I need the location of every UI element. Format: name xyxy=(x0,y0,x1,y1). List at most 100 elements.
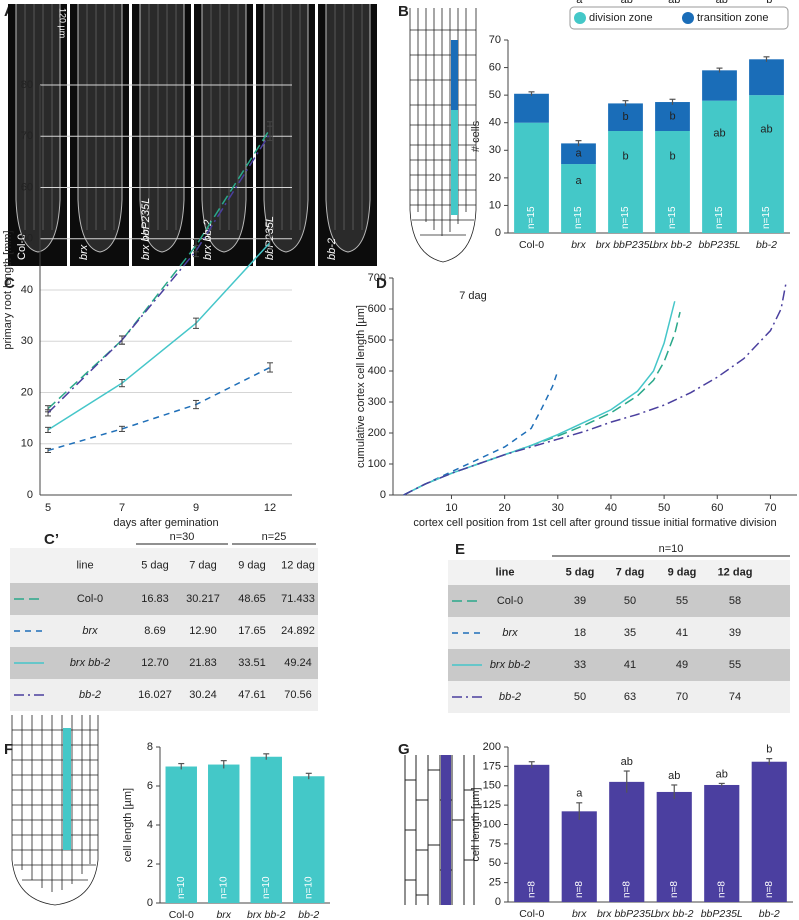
significance-letter: ab xyxy=(760,124,772,136)
series-line xyxy=(47,242,271,431)
y-tick-label: 50 xyxy=(489,89,501,101)
table-row xyxy=(10,679,318,711)
y-tick-label: 40 xyxy=(489,117,501,129)
root-outline xyxy=(201,4,247,253)
row-label: bb-2 xyxy=(79,689,101,701)
n-label: n=10 xyxy=(303,876,314,899)
n-label: n=8 xyxy=(669,881,680,898)
significance-letter: ab xyxy=(621,756,633,768)
legend-swatch xyxy=(682,12,694,24)
y-tick-label: 20 xyxy=(21,386,33,398)
n-label: n=15 xyxy=(620,206,631,229)
micrograph-label: Col-0 xyxy=(16,234,28,260)
column-header: 9 dag xyxy=(668,566,697,578)
y-tick-label: 0 xyxy=(147,897,153,909)
n-label: n=15 xyxy=(761,206,772,229)
bar xyxy=(250,756,282,903)
panel-label: B xyxy=(398,3,409,20)
y-tick-label: 10 xyxy=(489,199,501,211)
root-schematic xyxy=(11,715,99,906)
significance-letter: b xyxy=(766,0,772,6)
panel-label: D xyxy=(376,275,387,292)
y-axis-label: # cells xyxy=(470,120,482,152)
x-axis-label: cortex cell position from 1st cell after… xyxy=(413,517,776,529)
x-tick-label: 20 xyxy=(499,502,511,514)
x-tick-label: bb-2 xyxy=(759,908,780,920)
bar xyxy=(655,130,690,233)
series-line xyxy=(403,370,559,496)
significance-letter: ab xyxy=(716,768,728,780)
x-tick-label: 9 xyxy=(193,502,199,514)
y-tick-label: 60 xyxy=(489,61,501,73)
x-tick-label: Col-0 xyxy=(519,239,544,251)
series-line xyxy=(403,301,676,496)
y-tick-label: 2 xyxy=(147,858,153,870)
x-tick-label: brx bb-2 xyxy=(247,909,286,920)
table-cell: 8.69 xyxy=(144,625,165,637)
bar xyxy=(514,764,550,902)
table-cell: 17.65 xyxy=(238,625,266,637)
y-tick-label: 8 xyxy=(147,741,153,753)
table-cell: 49.24 xyxy=(284,657,312,669)
x-tick-label: 5 xyxy=(45,502,51,514)
y-tick-label: 300 xyxy=(368,396,386,408)
root-outline xyxy=(325,4,371,253)
table-cell: 70 xyxy=(676,691,688,703)
panel-label: G xyxy=(398,741,410,758)
x-tick-label: 70 xyxy=(764,502,776,514)
table-row xyxy=(448,617,790,649)
table-cell: 39 xyxy=(729,627,741,639)
table-cell: 49 xyxy=(676,659,688,671)
header-row xyxy=(10,548,318,583)
n-label: n=10 xyxy=(261,876,272,899)
significance-letter: ab xyxy=(713,128,725,140)
significance-letter: b xyxy=(622,150,628,162)
table-row xyxy=(10,647,318,679)
table-cell: 50 xyxy=(624,595,636,607)
row-label: brx bb-2 xyxy=(490,659,530,671)
y-tick-label: 80 xyxy=(21,79,33,91)
table-row xyxy=(448,585,790,617)
table-cell: 30.217 xyxy=(186,593,220,605)
n-label: n=8 xyxy=(621,881,632,898)
significance-letter: b xyxy=(622,111,628,123)
group-header: n=10 xyxy=(659,543,684,555)
y-tick-label: 75 xyxy=(489,838,501,850)
y-axis-label: cumulative cortex cell length [µm] xyxy=(355,305,367,468)
y-tick-label: 100 xyxy=(483,818,501,830)
y-tick-label: 500 xyxy=(368,334,386,346)
n-label: n=8 xyxy=(574,881,585,898)
table-cell: 30.24 xyxy=(189,689,217,701)
table-cell: 55 xyxy=(729,659,741,671)
group-header: n=25 xyxy=(262,531,287,543)
table-cell: 74 xyxy=(729,691,741,703)
table-cell: 35 xyxy=(624,627,636,639)
x-tick-label: brx xyxy=(572,908,587,920)
y-tick-label: 400 xyxy=(368,365,386,377)
table-row xyxy=(448,649,790,681)
y-tick-label: 200 xyxy=(483,741,501,753)
significance-letter: ab xyxy=(668,770,680,782)
table-cell: 48.65 xyxy=(238,593,266,605)
y-tick-label: 50 xyxy=(489,857,501,869)
x-tick-label: brx bbP235L xyxy=(597,908,657,920)
n-label: n=10 xyxy=(218,876,229,899)
series-line xyxy=(403,311,681,496)
table-cell: 12.70 xyxy=(141,657,169,669)
column-header: 5 dag xyxy=(566,566,595,578)
panel-label: C xyxy=(4,275,15,292)
significance-letter: a xyxy=(575,175,582,187)
row-label: brx xyxy=(82,625,98,637)
legend-box xyxy=(569,6,789,30)
table-cell: 12.90 xyxy=(189,625,217,637)
y-tick-label: 175 xyxy=(483,760,501,772)
n-label: n=15 xyxy=(526,206,537,229)
bar xyxy=(561,164,596,233)
y-tick-label: 25 xyxy=(489,877,501,889)
bar xyxy=(561,143,596,165)
x-tick-label: bbP235L xyxy=(701,908,743,920)
panel-label: E xyxy=(455,541,465,558)
table-cell: 24.892 xyxy=(281,625,315,637)
bar xyxy=(749,95,784,234)
